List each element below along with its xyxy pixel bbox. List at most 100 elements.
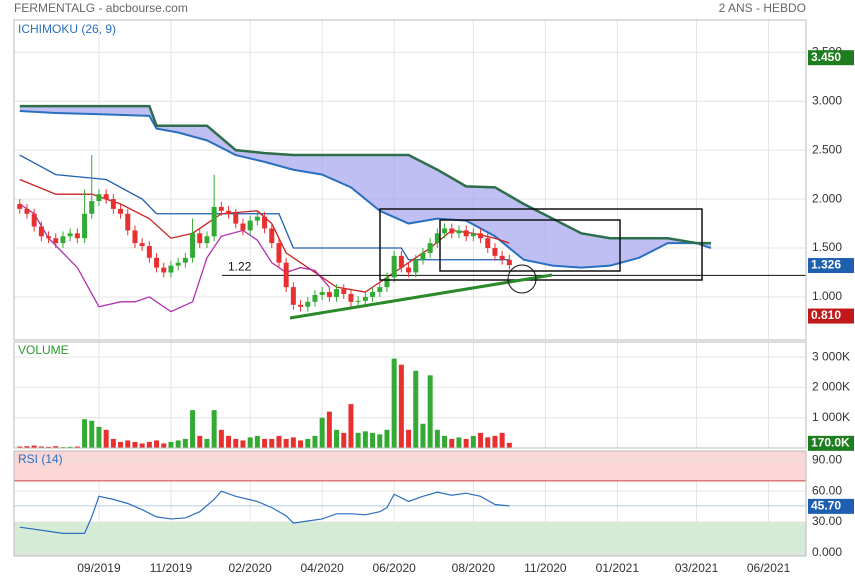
volume-bar	[197, 435, 203, 448]
candle-body	[125, 213, 131, 231]
candle-body	[103, 194, 109, 200]
candle-body	[283, 262, 289, 288]
value-box	[808, 50, 854, 66]
candle-body	[478, 233, 484, 239]
volume-bar	[74, 446, 80, 448]
volume-bar	[247, 437, 253, 448]
x-tick-label: 03/2021	[675, 561, 719, 575]
y-tick-label: 1 000K	[812, 410, 850, 424]
volume-bar	[96, 426, 102, 448]
volume-bar	[434, 429, 440, 448]
y-tick-label: 3 000K	[812, 349, 850, 363]
candle-body	[434, 233, 440, 244]
volume-bar	[24, 446, 30, 448]
candle-body	[262, 216, 268, 229]
volume-bar	[276, 435, 282, 448]
x-tick-label: 06/2021	[747, 561, 791, 575]
annotations	[289, 208, 703, 320]
candle-body	[420, 252, 426, 260]
volume-bar	[492, 435, 498, 448]
frames	[13, 19, 807, 557]
panel-title: ICHIMOKU (26, 9)	[18, 22, 116, 36]
candle-body	[96, 194, 102, 202]
candle-body	[17, 203, 23, 209]
candle-body	[254, 216, 260, 221]
y-tick-label: 2.000	[812, 191, 842, 205]
volume-bar	[427, 375, 433, 448]
candle-body	[74, 233, 80, 239]
candle-body	[38, 226, 44, 237]
candle-body	[247, 220, 253, 231]
value-box	[808, 258, 854, 274]
volume-bar	[298, 440, 304, 448]
volume-bar	[38, 446, 44, 448]
candle-body	[499, 255, 505, 260]
volume-bar	[17, 446, 23, 448]
volume-bar	[506, 442, 512, 448]
volume-bar	[370, 432, 376, 448]
candle-body	[470, 233, 476, 237]
candle-body	[146, 246, 152, 258]
volume-bar	[46, 446, 52, 448]
x-tick-label: 11/2019	[150, 561, 193, 575]
candle-body	[492, 248, 498, 256]
value-box	[808, 308, 854, 324]
candle-body	[110, 199, 116, 209]
volume-bar	[125, 440, 131, 448]
volume-bar	[110, 438, 116, 448]
volume-bar	[290, 437, 296, 448]
candle-body	[463, 230, 469, 237]
volume-bar	[470, 435, 476, 448]
candle-body	[139, 243, 145, 247]
volume-bar	[456, 437, 462, 448]
candle-body	[82, 213, 88, 239]
candle-body	[319, 292, 325, 295]
volume-bar	[341, 432, 347, 448]
candle-body	[276, 243, 282, 263]
volume-bar	[204, 438, 210, 448]
cloud	[19, 106, 711, 268]
y-tick-label: 0.000	[812, 545, 842, 559]
y-tick-label: 60.00	[812, 483, 842, 497]
volume-bar	[254, 435, 260, 448]
volume-bar	[413, 370, 419, 448]
y-tick-label: 1.500	[812, 240, 842, 254]
candle-body	[53, 238, 59, 244]
candle-body	[355, 300, 361, 302]
volume-bar	[53, 446, 59, 448]
candle-body	[290, 287, 296, 305]
x-tick-label: 01/2021	[596, 561, 640, 575]
volume-bar	[132, 441, 138, 448]
volume-bar	[478, 432, 484, 448]
candle-body	[240, 223, 246, 231]
panel-frame	[13, 450, 807, 557]
volume-bar	[442, 435, 448, 448]
value-box	[808, 498, 854, 514]
candle-body	[24, 208, 30, 214]
panel-title: VOLUME	[18, 343, 69, 357]
candle-body	[233, 213, 239, 224]
value-box	[808, 435, 854, 451]
x-tick-label: 06/2020	[372, 561, 416, 575]
volume-bar	[463, 438, 469, 448]
page-title: FERMENTALG - abcbourse.com	[14, 1, 188, 15]
oversold-zone	[14, 522, 806, 556]
volume-bar	[319, 417, 325, 448]
candle-body	[204, 236, 210, 244]
candle-body	[269, 228, 275, 244]
value-box-label: 1.326	[811, 258, 841, 272]
volume-bar	[154, 440, 160, 448]
volume-bar	[168, 441, 174, 448]
candle-body	[413, 259, 419, 273]
x-tick-label: 08/2020	[452, 561, 496, 575]
volume-bar	[211, 410, 217, 448]
rsi-line	[19, 490, 510, 534]
candle-body	[341, 289, 347, 295]
labels: ICHIMOKU (26, 9) VOLUME RSI (14) 09/2019…	[18, 22, 854, 575]
panel-frame	[13, 341, 807, 449]
y-tick-label: 1.000	[812, 289, 842, 303]
candle-body	[406, 267, 412, 273]
candle-body	[211, 206, 217, 237]
